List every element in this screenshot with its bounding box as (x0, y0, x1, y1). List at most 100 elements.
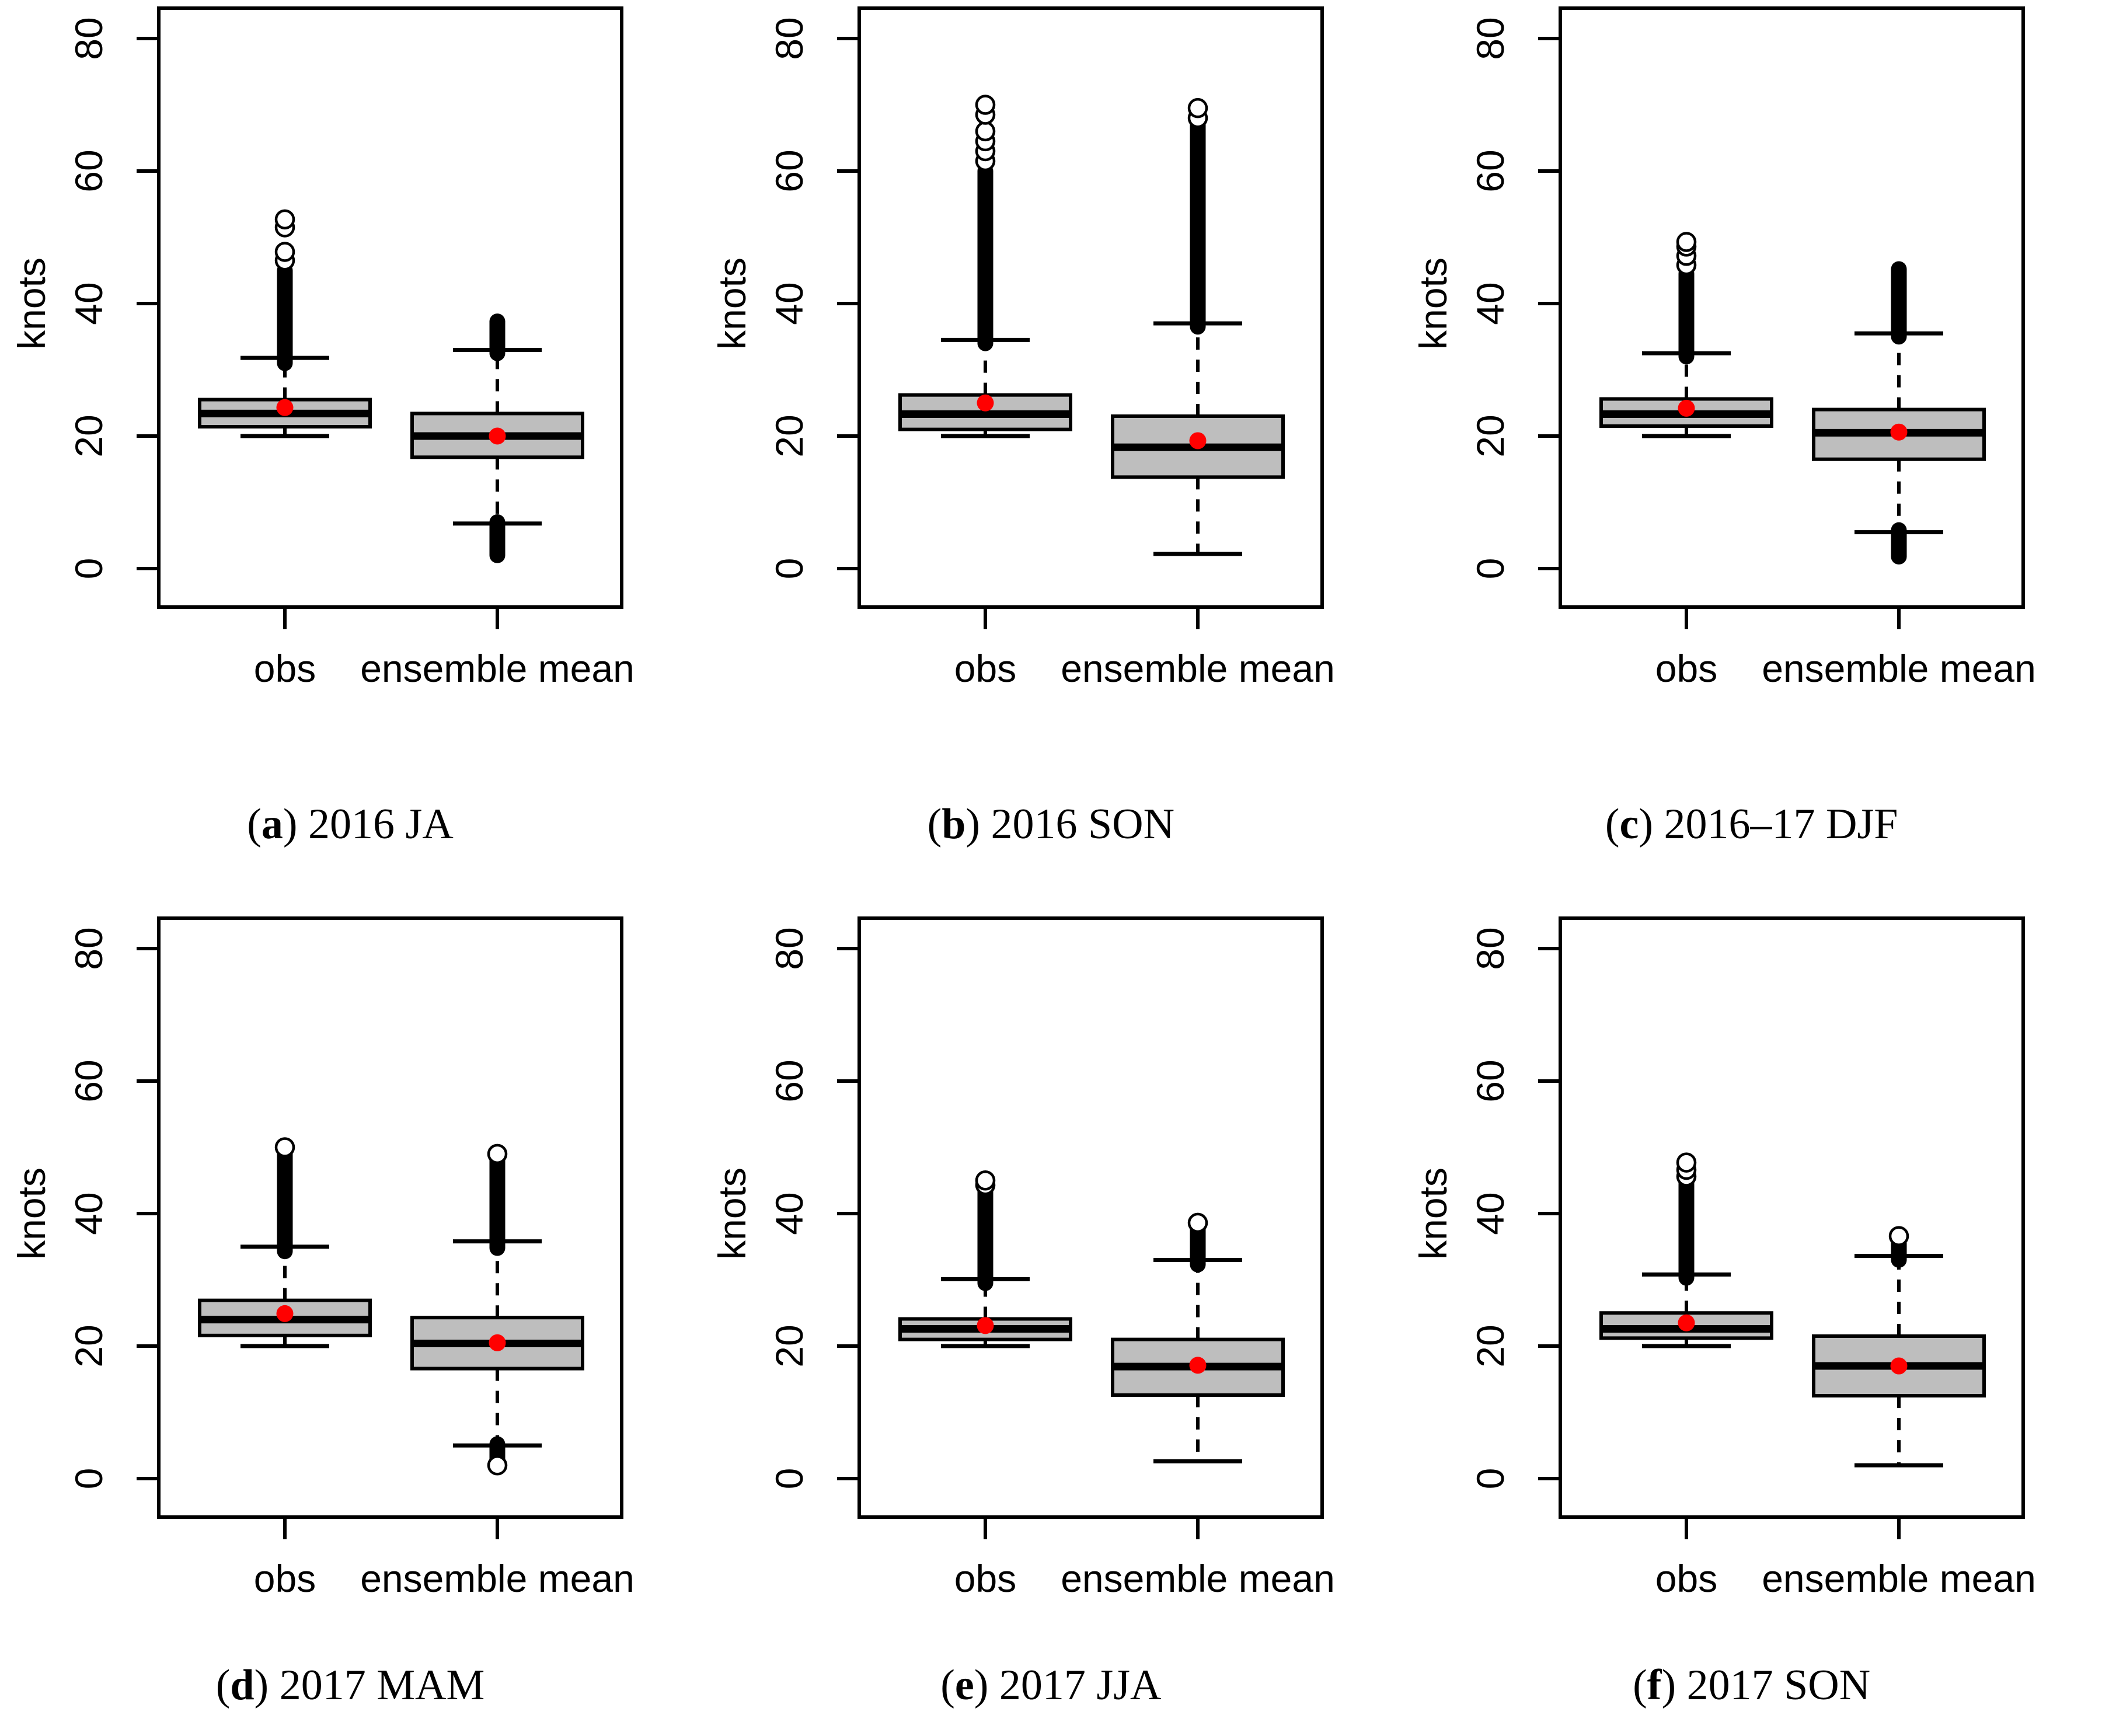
boxplot-ensemble-mean (1811, 1226, 1986, 1467)
mean-dot (489, 427, 506, 445)
y-tick-label: 0 (67, 558, 110, 580)
panel-f-plot: 0 20 40 60 80 knots obs ensemble mean (1411, 916, 2035, 1600)
caption-letter: a (247, 800, 308, 848)
caption-letter: d (216, 1661, 280, 1709)
caption-f: f2017 SON (1402, 1661, 2102, 1710)
boxplot-ensemble-mean (410, 313, 584, 563)
panel-c-plot: 0 20 40 60 80 knots obs ensemble mean (1411, 6, 2036, 690)
y-tick-label: 20 (67, 1324, 110, 1367)
y-tick-label: 20 (1469, 1324, 1512, 1367)
x-label-obs: obs (954, 1557, 1016, 1600)
y-tick-label: 60 (67, 149, 110, 192)
mean-dot (1890, 1357, 1908, 1375)
y-tick-label: 40 (768, 282, 811, 325)
y-tick-label: 20 (67, 414, 110, 457)
y-axis-title: knots (710, 257, 754, 350)
panel-e: 0 20 40 60 80 knots obs ensemble mean e2017 JJA (700, 868, 1401, 1736)
boxplot-obs (1599, 232, 1773, 438)
caption-letter: f (1633, 1661, 1686, 1709)
outlier-point (274, 242, 295, 262)
y-tick-label: 80 (67, 17, 110, 60)
y-tick-label: 60 (67, 1059, 110, 1102)
y-tick-label: 20 (1469, 414, 1512, 457)
boxplot-ensemble-mean (1111, 97, 1285, 556)
panel-a-plot: 0 20 40 60 80 knots obs ensemble mean (10, 6, 635, 690)
x-label-obs: obs (1655, 1557, 1717, 1600)
plot-frame (1558, 6, 2025, 609)
panel-f: 0 20 40 60 80 knots obs ensemble mean f2017 SON (1402, 868, 2102, 1736)
panel-b: 0 20 40 60 80 knots obs ensemble mean b2016 SON (700, 0, 1401, 868)
caption-letter: b (928, 800, 991, 848)
y-tick-label: 20 (768, 414, 811, 457)
caption-title: 2017 JJA (999, 1661, 1162, 1709)
x-label-obs: obs (954, 647, 1016, 690)
plot-frame (157, 916, 623, 1519)
mean-dot (1189, 432, 1207, 449)
caption-title: 2017 SON (1686, 1661, 1871, 1709)
y-tick-label: 0 (768, 1468, 811, 1490)
mean-dot (1890, 423, 1908, 441)
x-label-obs: obs (1655, 647, 1717, 690)
caption-title: 2016 SON (991, 800, 1175, 848)
caption-d: d2017 MAM (0, 1661, 700, 1710)
panel-b-plot: 0 20 40 60 80 knots obs ensemble mean (710, 6, 1335, 690)
outlier-point (1888, 1226, 1909, 1246)
outlier-point (1676, 1152, 1696, 1173)
outlier-point (975, 95, 996, 115)
outlier-point (274, 1137, 295, 1158)
boxplot-obs (898, 1170, 1073, 1348)
plot-frame (857, 6, 1324, 609)
outlier-point (1188, 1212, 1208, 1233)
boxplot-ensemble-mean (410, 1144, 584, 1476)
y-tick-label: 60 (768, 1059, 811, 1102)
boxplot-obs (1599, 1152, 1773, 1348)
y-tick-label: 40 (1469, 1192, 1512, 1235)
panel-d-plot: 0 20 40 60 80 knots obs ensemble mean (10, 916, 635, 1600)
y-tick-label: 80 (1469, 17, 1512, 60)
y-tick-label: 0 (768, 558, 811, 580)
mean-dot (276, 399, 294, 416)
y-tick-label: 80 (67, 927, 110, 970)
x-label-ensemble-mean: ensemble mean (1762, 647, 2036, 690)
y-axis-title: knots (1411, 1167, 1455, 1260)
mean-dot (489, 1334, 506, 1351)
y-axis-title: knots (1411, 257, 1455, 350)
boxplot-obs (198, 1137, 372, 1348)
outlier-point (487, 1144, 508, 1165)
y-axis-title: knots (710, 1167, 754, 1260)
caption-letter: c (1605, 800, 1664, 848)
x-label-obs: obs (254, 647, 316, 690)
panel-a: 0 20 40 60 80 knots obs ensemble mean a2016 JA (0, 0, 700, 868)
outlier-point (487, 1455, 508, 1476)
plot-frame (1558, 916, 2025, 1519)
y-tick-label: 0 (1469, 558, 1512, 580)
y-tick-label: 0 (67, 1468, 110, 1490)
mean-dot (977, 1317, 994, 1334)
y-axis-title: knots (10, 1167, 53, 1260)
x-label-obs: obs (254, 1557, 316, 1600)
boxplot-ensemble-mean (1811, 261, 1986, 565)
boxplot-obs (198, 209, 372, 438)
mean-dot (276, 1305, 294, 1322)
caption-letter: e (940, 1661, 999, 1709)
caption-title: 2016 JA (308, 800, 454, 848)
mean-dot (1678, 399, 1695, 417)
panel-e-plot: 0 20 40 60 80 knots obs ensemble mean (710, 916, 1336, 1600)
outlier-point (975, 121, 996, 142)
y-tick-label: 80 (768, 17, 811, 60)
caption-e: e2017 JJA (700, 1661, 1401, 1710)
caption-c: c2016–17 DJF (1402, 800, 2102, 849)
boxplot-obs (898, 95, 1073, 438)
plot-frame (157, 6, 623, 609)
y-tick-label: 40 (768, 1192, 811, 1235)
x-label-ensemble-mean: ensemble mean (1061, 1557, 1336, 1600)
y-tick-label: 0 (1469, 1468, 1512, 1490)
panel-c: 0 20 40 60 80 knots obs ensemble mean c2016–17 D… (1402, 0, 2102, 868)
caption-title: 2017 MAM (279, 1661, 485, 1709)
outlier-point (975, 1170, 996, 1191)
caption-title: 2016–17 DJF (1664, 800, 1898, 848)
y-tick-label: 40 (1469, 282, 1512, 325)
y-tick-label: 80 (1469, 927, 1512, 970)
caption-a: a2016 JA (0, 800, 700, 849)
